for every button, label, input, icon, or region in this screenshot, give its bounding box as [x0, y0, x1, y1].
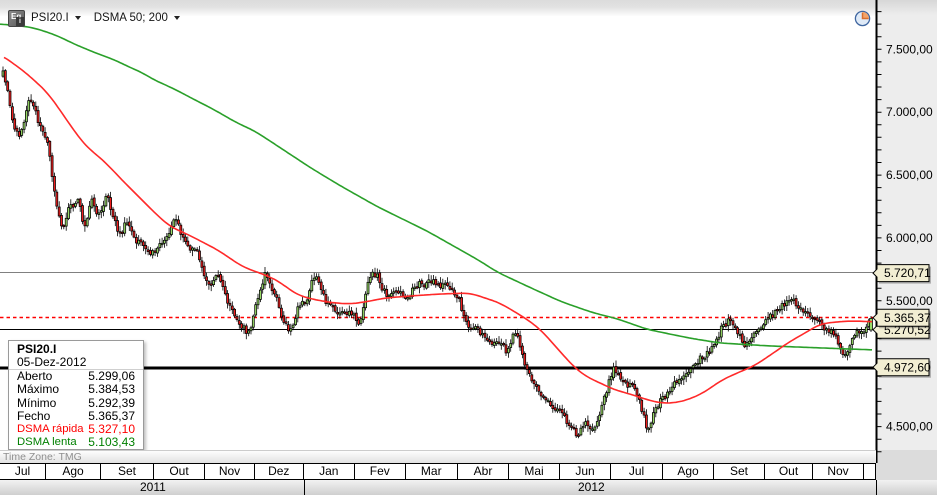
svg-text:5.500,00: 5.500,00 [886, 294, 933, 308]
svg-text:6.500,00: 6.500,00 [886, 168, 933, 182]
svg-text:7.500,00: 7.500,00 [886, 42, 933, 56]
svg-text:5.720,71: 5.720,71 [884, 266, 931, 280]
svg-text:4.500,00: 4.500,00 [886, 420, 933, 434]
svg-text:5.365,37: 5.365,37 [884, 311, 931, 325]
svg-text:7.000,00: 7.000,00 [886, 105, 933, 119]
svg-text:6.000,00: 6.000,00 [886, 231, 933, 245]
svg-text:4.972,60: 4.972,60 [884, 360, 931, 374]
